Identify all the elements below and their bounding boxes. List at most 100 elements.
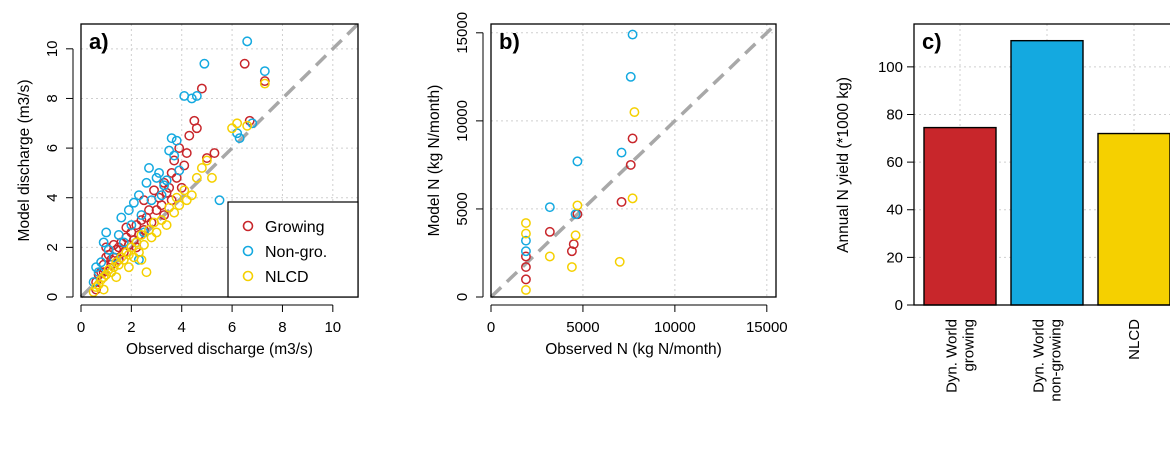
- point-growing: [149, 185, 159, 196]
- panel-a-discharge-scatter: 0 2 4 6 8 10 Observed discharge (m3/s) 0 2 4 6 8 10 M…: [16, 22, 360, 358]
- y-axis-label: Annual N yield (*1000 kg): [835, 77, 852, 253]
- point-growing: [159, 210, 170, 221]
- point-nlcd: [191, 172, 202, 183]
- point-growing: [184, 130, 195, 141]
- y-axis-label: Model N (kg N/month): [426, 85, 443, 237]
- point-nongrowing: [159, 180, 170, 191]
- category-label-text: Dyn. Worldnon-growing: [1031, 319, 1065, 402]
- point-growing: [239, 58, 250, 69]
- y-tick-label: 40: [886, 202, 903, 219]
- point-nlcd: [174, 200, 185, 211]
- y-tick-label: 5000: [454, 192, 471, 225]
- point-nlcd: [106, 267, 117, 278]
- point-nongrowing: [570, 209, 581, 220]
- point-nlcd: [136, 230, 147, 240]
- category-label-line: Dyn. World: [944, 319, 961, 393]
- point-nlcd: [614, 256, 625, 267]
- category-label: Dyn. Worldnon-growing: [1031, 319, 1065, 402]
- point-nongrowing: [627, 29, 638, 40]
- x-tick-label: 15000: [746, 319, 788, 336]
- point-nongrowing: [123, 205, 134, 216]
- point-growing: [209, 148, 220, 159]
- point-growing: [139, 195, 149, 206]
- point-nlcd: [232, 118, 243, 129]
- x-tick-label: 4: [178, 319, 186, 336]
- legend-marker-growing: [242, 220, 254, 232]
- panel-b-nitrogen-scatter: 0 5000 10000 15000 Observed N (kg N/month) 0 5…: [426, 12, 788, 358]
- plot-frame: [80, 23, 359, 298]
- category-label: NLCD: [1126, 319, 1143, 360]
- point-nongrowing: [214, 195, 225, 206]
- legend-box: [227, 201, 359, 298]
- point-nlcd: [98, 272, 109, 283]
- y-tick-label: 15000: [454, 12, 471, 54]
- legend-label: Growing: [265, 219, 325, 236]
- y-tick-label: 100: [878, 59, 903, 76]
- point-nongrowing: [108, 252, 119, 263]
- point-growing: [196, 83, 207, 94]
- point-nongrowing: [616, 147, 627, 158]
- point-growing: [566, 246, 577, 257]
- point-growing: [568, 239, 579, 250]
- point-nlcd: [88, 287, 99, 297]
- point-nlcd: [139, 239, 149, 250]
- plot-frame: [913, 23, 1170, 306]
- point-nongrowing: [232, 128, 243, 139]
- y-tick-label: 0: [44, 293, 61, 301]
- point-nlcd: [111, 272, 122, 283]
- x-tick-label: 2: [127, 319, 135, 336]
- point-nongrowing: [151, 172, 162, 183]
- category-label-line: NLCD: [1126, 319, 1143, 360]
- point-growing: [113, 254, 124, 265]
- plot-frame: [490, 23, 777, 298]
- y-tick-label: 0: [895, 297, 903, 314]
- legend-label: Non-gro.: [265, 244, 327, 261]
- category-label-line: non-growing: [1048, 319, 1065, 402]
- point-growing: [136, 215, 147, 226]
- point-growing: [520, 274, 531, 285]
- point-nongrowing: [118, 237, 129, 248]
- point-nongrowing: [171, 135, 182, 146]
- point-growing: [616, 196, 627, 207]
- point-nongrowing: [101, 227, 112, 238]
- x-axis-label: Observed discharge (m3/s): [126, 341, 313, 358]
- point-nlcd: [201, 155, 212, 166]
- point-nlcd: [196, 162, 207, 173]
- point-nlcd: [141, 267, 152, 278]
- point-growing: [520, 262, 531, 273]
- point-nlcd: [629, 107, 640, 118]
- y-tick-label: 2: [44, 243, 61, 251]
- point-nlcd: [227, 123, 238, 134]
- point-nlcd: [169, 207, 180, 218]
- y-tick-label: 20: [886, 249, 903, 266]
- panel-label: a): [89, 29, 109, 54]
- point-nongrowing: [144, 162, 154, 173]
- point-nongrowing: [103, 244, 114, 255]
- y-tick-label: 6: [44, 144, 61, 152]
- legend-marker-nongrowing: [242, 245, 254, 257]
- point-growing: [627, 133, 638, 144]
- point-nongrowing: [199, 58, 210, 69]
- point-nongrowing: [126, 220, 137, 230]
- point-nlcd: [520, 218, 531, 228]
- category-label: Dyn. Worldgrowing: [944, 319, 978, 393]
- one-to-one-line: [489, 22, 778, 299]
- point-nlcd: [259, 78, 270, 89]
- y-tick-label: 80: [886, 106, 903, 123]
- point-nlcd: [103, 264, 114, 275]
- point-nongrowing: [186, 93, 197, 104]
- point-nlcd: [520, 228, 531, 239]
- point-growing: [244, 115, 255, 126]
- point-nlcd: [181, 195, 192, 206]
- x-tick-label: 10000: [654, 319, 696, 336]
- category-label-text: Dyn. Worldgrowing: [944, 319, 978, 393]
- legend-label: NLCD: [265, 269, 309, 286]
- point-growing: [103, 249, 114, 260]
- point-nlcd: [151, 227, 162, 238]
- point-nongrowing: [161, 175, 172, 186]
- point-nlcd: [544, 251, 555, 262]
- point-nongrowing: [625, 71, 636, 82]
- point-growing: [121, 222, 132, 233]
- category-label-text: NLCD: [1126, 319, 1143, 360]
